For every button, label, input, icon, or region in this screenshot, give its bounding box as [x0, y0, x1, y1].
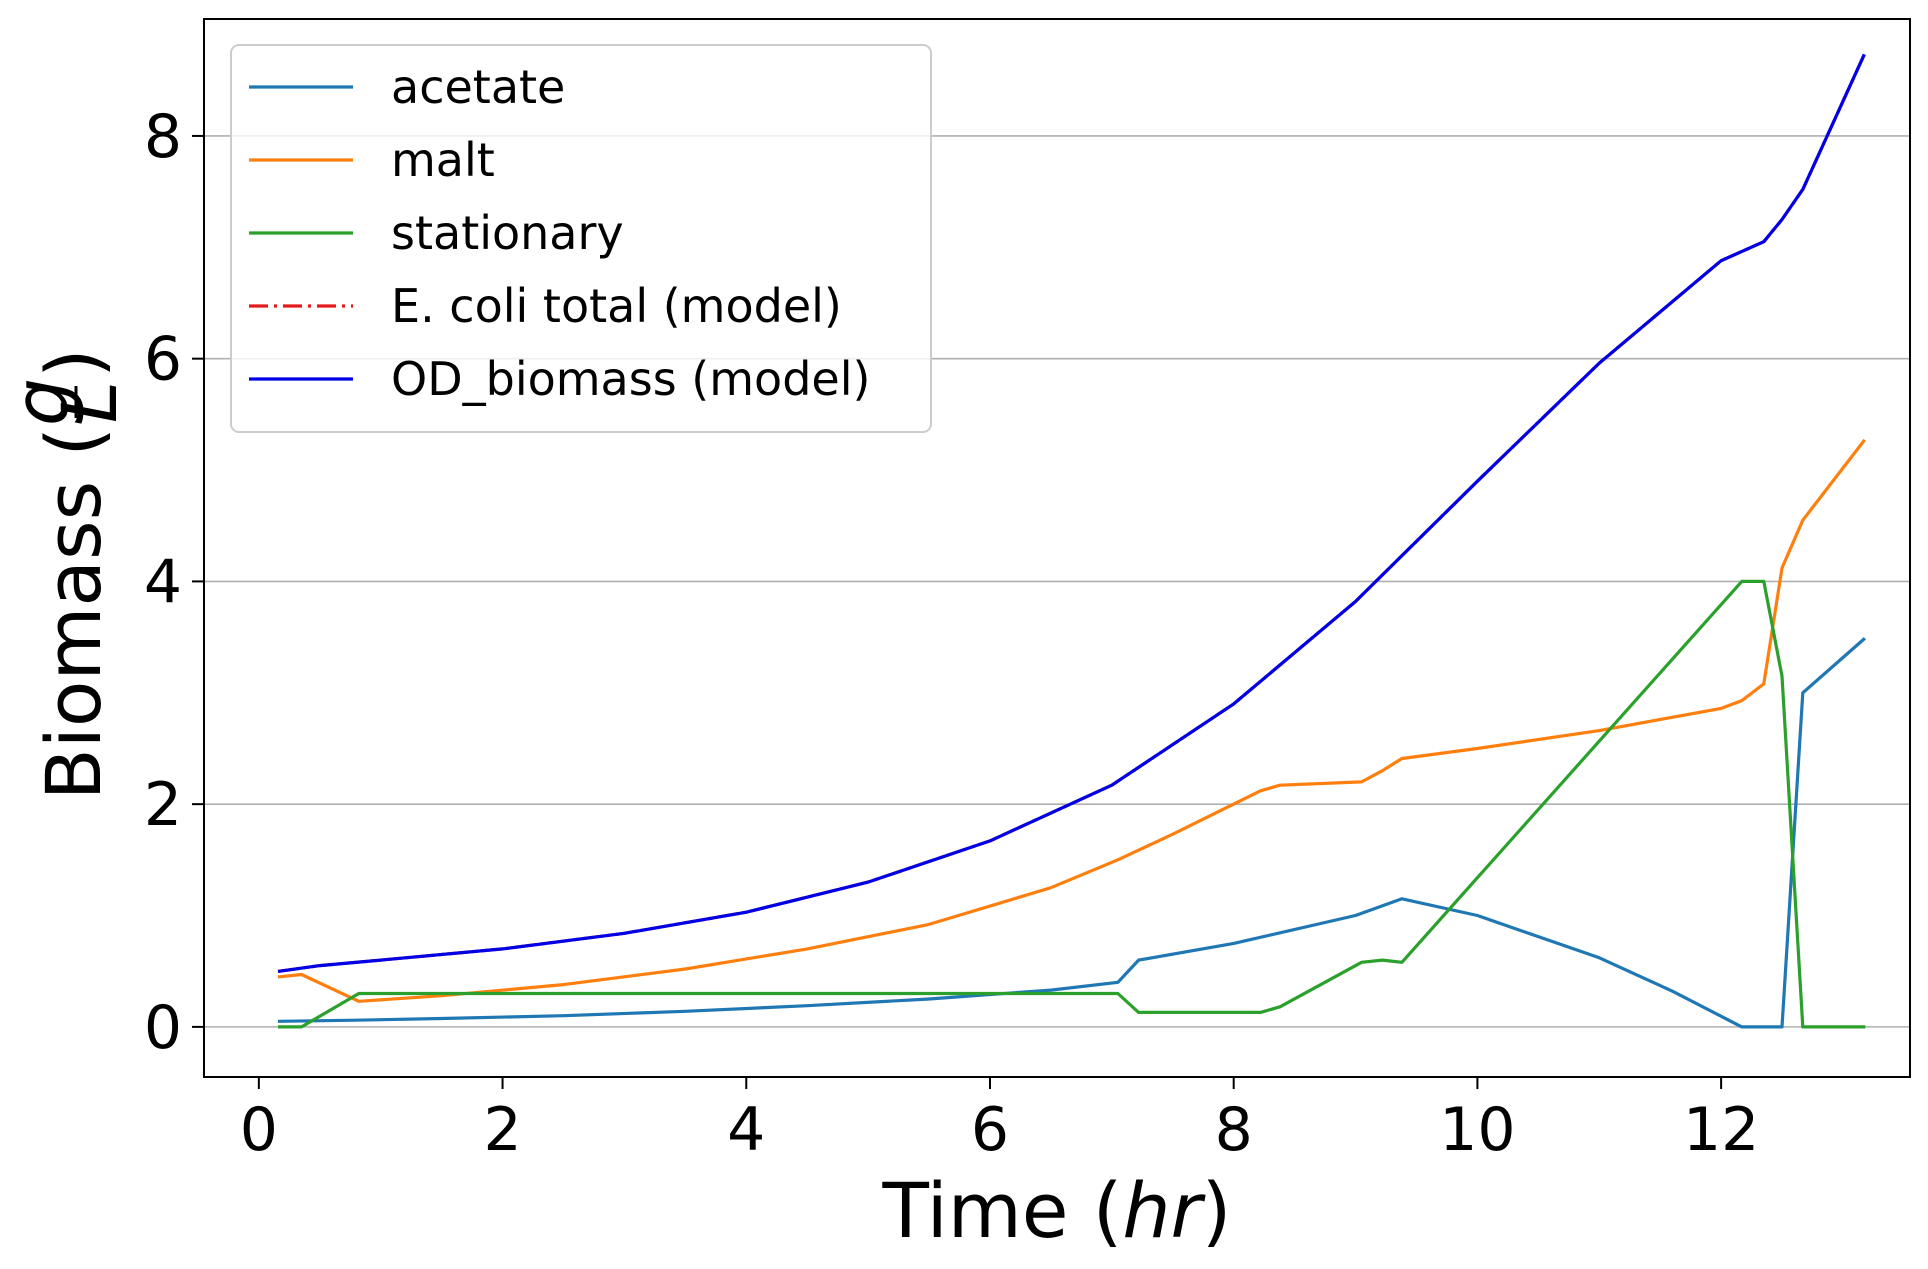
legend-item-od-biomass-model: OD_biomass (model) — [249, 352, 870, 406]
legend-item-stationary: stationary — [249, 206, 624, 260]
x-axis-label: Time (hr) — [882, 1166, 1232, 1255]
y-tick-label-0: 0 — [144, 993, 182, 1063]
x-tick-label-0: 0 — [240, 1095, 278, 1165]
legend-label-od-biomass-model: OD_biomass (model) — [391, 352, 870, 406]
x-tick-label-6: 6 — [971, 1095, 1009, 1165]
tick-layer: 0 2 4 6 8 10 12 0 2 4 6 8 — [144, 102, 1759, 1165]
series-line-acetate — [277, 637, 1866, 1029]
series-line-stationary — [278, 579, 1866, 1029]
legend-items: acetate malt stationary E. coli total (mode… — [249, 60, 870, 406]
plot-frame — [203, 18, 1911, 1078]
legend-box — [230, 44, 932, 433]
y-tick-label-2: 2 — [144, 770, 182, 840]
y-axis-label-unit-numerator: g — [0, 378, 86, 426]
x-tick-label-8: 8 — [1215, 1095, 1253, 1165]
legend-item-acetate: acetate — [249, 60, 565, 114]
legend-item-e-coli-total-model: E. coli total (model) — [249, 279, 842, 333]
y-axis-label-main: Biomass ( — [29, 427, 118, 800]
x-tick-label-2: 2 — [483, 1095, 521, 1165]
y-tick-label-4: 4 — [144, 547, 182, 617]
y-tick-label-6: 6 — [144, 325, 182, 395]
series-layer — [277, 53, 1866, 1029]
legend-label-malt: malt — [391, 133, 495, 187]
series-line-od-biomass-model — [277, 53, 1866, 974]
x-tick-label-12: 12 — [1683, 1095, 1759, 1165]
series-line-malt — [277, 438, 1866, 1003]
legend-label-stationary: stationary — [391, 206, 624, 260]
x-tick-label-4: 4 — [727, 1095, 765, 1165]
y-axis-label-close: ) — [29, 348, 118, 378]
y-tick-label-8: 8 — [144, 102, 182, 172]
y-axis-label: Biomass ( g L ) — [0, 348, 134, 800]
legend-item-malt: malt — [249, 133, 495, 187]
x-tick-label-10: 10 — [1439, 1095, 1515, 1165]
legend-label-e-coli-total-model: E. coli total (model) — [391, 279, 842, 333]
y-axis-label-unit-denominator: L — [45, 381, 134, 423]
legend-label-acetate: acetate — [391, 60, 565, 114]
legend: acetate malt stationary E. coli total (mode… — [230, 44, 932, 433]
